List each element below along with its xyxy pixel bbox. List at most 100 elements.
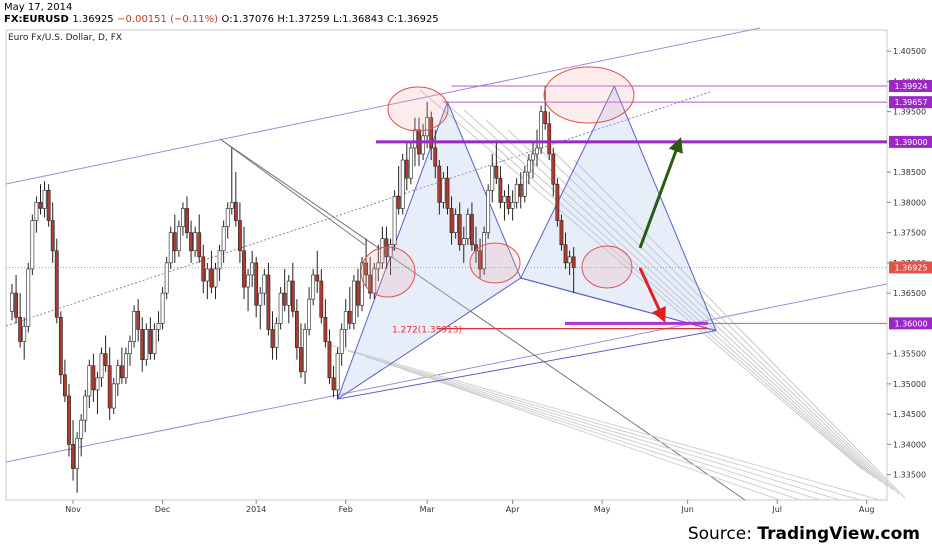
candle-body-down [356,280,360,306]
candle-body-up [392,196,397,246]
candle [185,196,189,239]
candle-body-down [282,292,287,306]
candle [132,305,137,348]
candle-body-up [531,153,535,161]
candle-body-up [79,419,84,439]
candle-body-up [376,262,381,270]
candle-body-up [217,250,222,270]
candle-body-up [522,171,527,197]
candle [400,154,405,215]
y-tick-label: 1.34000 [893,440,926,449]
candle-body-up [482,232,487,270]
candle-body-down [404,159,409,179]
price-label: 1.39924 [894,82,927,91]
y-tick-label: 1.39500 [893,108,926,117]
candle-body-up [453,214,458,233]
candle [30,214,35,275]
candle [531,141,535,179]
candle-body-down [119,365,124,379]
price-label-box [889,96,932,109]
candle [323,299,328,348]
candle-body-up [526,159,531,173]
candle [266,262,271,336]
fan-line [441,99,870,475]
candle-body-down [46,189,51,221]
candle-body-down [563,244,568,264]
fib-extension-label: 1.272(1.35913) [392,326,462,336]
candle-body-down [266,274,271,330]
candle [356,268,360,318]
price-chart[interactable]: Euro Fx/U.S. Dollar, D, FX 1.272(1.35913… [0,0,932,520]
x-tick-label: Nov [65,505,81,514]
candle-body-down [254,262,259,306]
candle-body-up [164,262,169,294]
candle [164,256,169,300]
candle-body-down [555,183,560,221]
candle-body-up [205,268,210,282]
candle [148,317,153,360]
candle-body-up [221,226,226,252]
candle-body-down [290,280,295,312]
candle-body-down [478,250,482,270]
candle [63,359,67,403]
candle [449,196,454,245]
candle-body-down [445,177,450,209]
candle-body-up [413,129,417,149]
candle-body-up [111,383,116,409]
candle [343,299,348,348]
pattern-leg-bd [520,277,717,332]
candle [539,105,544,155]
candle [262,268,267,306]
x-tick-label: Mar [420,505,436,514]
candle [221,220,226,263]
candle [34,196,39,233]
candle [408,141,413,185]
candle-body-up [286,280,291,306]
candle-body-up [343,310,348,330]
candle [38,184,43,215]
candle-body-down [547,123,552,155]
candle-body-up [400,159,405,209]
x-tick-label: Dec [155,505,170,514]
candle [136,299,141,342]
candle-body-up [229,202,234,209]
candle [526,154,531,185]
x-tick-label: Apr [506,505,521,514]
candle [294,299,299,360]
y-tick-label: 1.37500 [893,229,926,238]
candle [514,178,519,209]
bearish-arrow [638,267,666,323]
candle-body-down [189,232,193,252]
candle [453,208,458,239]
candle-body-up [30,220,35,270]
candle [181,202,185,236]
candle [111,377,116,415]
candle-body-down [506,196,511,209]
candle [270,311,275,360]
candle [274,317,279,360]
candle-body-up [225,208,230,227]
candle-body-down [71,444,75,469]
candle-body-up [83,395,88,421]
y-tick-label: 1.33500 [893,471,926,480]
candle [152,323,157,360]
pattern-point-circle [469,242,521,284]
candle-body-up [213,268,218,288]
candle-body-up [156,323,161,330]
candle-body-down [242,250,246,288]
candle [347,287,352,330]
fork-handle [219,138,366,246]
candle [522,166,527,203]
candle-body-up [42,189,47,209]
candle [465,208,470,245]
candle [441,172,446,209]
fan-line [529,139,894,491]
candle [258,287,263,330]
candle-body-up [303,329,307,373]
y-tick-label: 1.40500 [893,47,926,56]
candle-body-down [559,220,564,246]
candle [404,141,409,191]
candle-body-up [408,147,413,179]
candle [331,365,336,398]
candle [229,147,234,215]
